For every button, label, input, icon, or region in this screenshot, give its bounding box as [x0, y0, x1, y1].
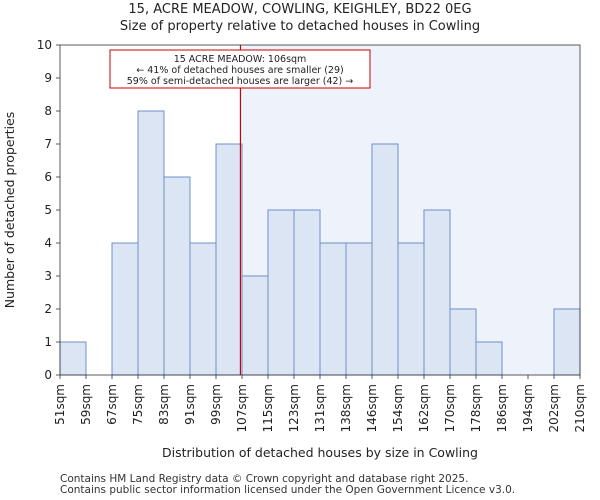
- histogram-bar: [423, 209, 451, 376]
- x-tick-label: 115sqm: [261, 384, 275, 432]
- annotation-line-1: 15 ACRE MEADOW: 106sqm: [174, 54, 307, 65]
- y-tick-label: 5: [44, 203, 52, 217]
- x-tick-label: 162sqm: [417, 384, 431, 432]
- histogram-bar: [371, 143, 399, 376]
- histogram-bar: [189, 242, 217, 376]
- x-tick-label: 75sqm: [131, 384, 145, 425]
- x-tick-label: 154sqm: [391, 384, 405, 432]
- x-tick-label: 146sqm: [365, 384, 379, 432]
- chart-subtitle: Size of property relative to detached ho…: [119, 19, 481, 34]
- histogram-bar: [553, 308, 581, 376]
- y-tick-label: 10: [37, 38, 52, 52]
- y-tick-label: 4: [44, 236, 52, 250]
- annotation-line-3: 59% of semi-detached houses are larger (…: [127, 76, 354, 87]
- y-tick-label: 2: [44, 302, 52, 316]
- x-tick-label: 59sqm: [79, 384, 93, 425]
- x-tick-label: 210sqm: [573, 384, 587, 432]
- histogram-bar: [137, 110, 165, 376]
- x-tick-label: 131sqm: [313, 384, 327, 432]
- y-tick-label: 1: [44, 335, 52, 349]
- histogram-bar: [345, 242, 373, 376]
- y-axis-label: Number of detached properties: [2, 112, 17, 309]
- histogram-bar: [475, 341, 503, 376]
- chart-title: 15, ACRE MEADOW, COWLING, KEIGHLEY, BD22…: [128, 2, 472, 17]
- x-axis-label: Distribution of detached houses by size …: [162, 445, 478, 460]
- y-tick-label: 0: [44, 368, 52, 382]
- annotation-line-2: ← 41% of detached houses are smaller (29…: [136, 65, 343, 76]
- x-tick-label: 51sqm: [53, 384, 67, 425]
- annotation-box: [109, 49, 371, 89]
- x-tick-label: 170sqm: [443, 384, 457, 432]
- x-tick-label: 138sqm: [339, 384, 353, 432]
- histogram-bar: [397, 242, 425, 376]
- histogram-bar: [241, 275, 269, 376]
- y-tick-label: 8: [44, 104, 52, 118]
- x-tick-label: 83sqm: [157, 384, 171, 425]
- x-tick-label: 194sqm: [521, 384, 535, 432]
- histogram-chart: 0 1 2 3 4 5 6 7 8 9 10 51sqm 59sqm 67sqm 75sqm 83sqm 91…: [2, 38, 587, 460]
- histogram-bar: [449, 308, 477, 376]
- x-tick-label: 123sqm: [287, 384, 301, 432]
- histogram-bar: [111, 242, 139, 376]
- x-tick-label: 178sqm: [469, 384, 483, 432]
- x-tick-label: 107sqm: [235, 384, 249, 432]
- footer-line-2: Contains public sector information licen…: [60, 484, 516, 496]
- x-tick-label: 99sqm: [209, 384, 223, 425]
- x-tick-label: 67sqm: [105, 384, 119, 425]
- x-tick-label: 202sqm: [547, 384, 561, 432]
- footer-line-1: Contains HM Land Registry data © Crown c…: [60, 473, 469, 485]
- histogram-bar: [319, 242, 347, 376]
- x-tick-label: 91sqm: [183, 384, 197, 425]
- x-tick-label: 186sqm: [495, 384, 509, 432]
- histogram-bar: [59, 341, 87, 376]
- y-tick-label: 9: [44, 71, 52, 85]
- y-tick-label: 7: [44, 137, 52, 151]
- histogram-bar: [293, 209, 321, 376]
- histogram-bar: [163, 176, 191, 376]
- histogram-bar: [215, 143, 243, 376]
- y-tick-label: 6: [44, 170, 52, 184]
- histogram-bar: [267, 209, 295, 376]
- y-tick-label: 3: [44, 269, 52, 283]
